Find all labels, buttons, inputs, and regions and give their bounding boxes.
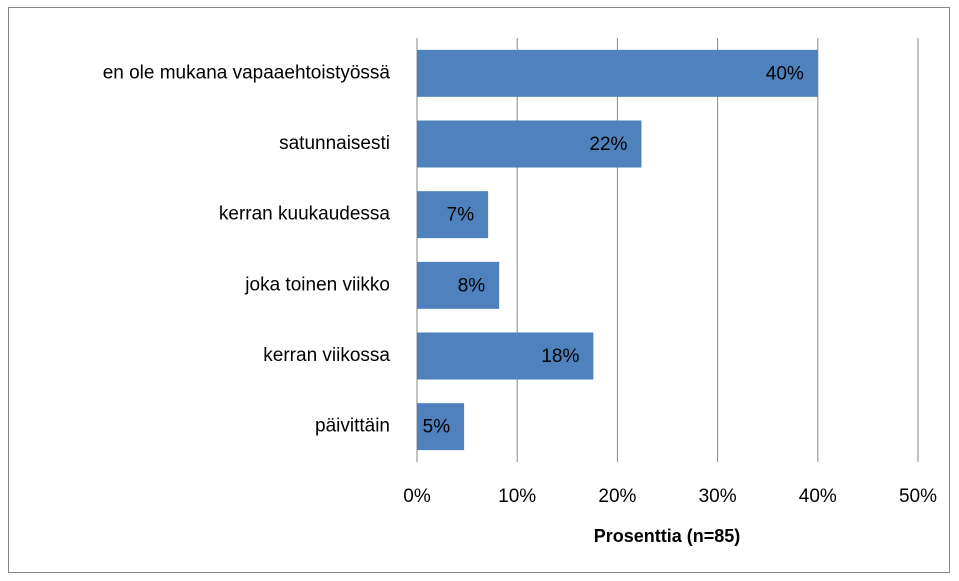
x-axis-title: Prosenttia (n=85) bbox=[594, 526, 741, 546]
data-label: 40% bbox=[766, 63, 804, 84]
bar bbox=[417, 261, 500, 309]
x-tick-label: 10% bbox=[498, 486, 536, 507]
x-tick-label: 0% bbox=[403, 486, 431, 507]
bar bbox=[417, 49, 818, 97]
data-label: 18% bbox=[541, 346, 579, 367]
bar bbox=[417, 120, 642, 168]
y-tick-label: joka toinen viikko bbox=[244, 274, 390, 295]
data-label: 22% bbox=[589, 134, 627, 155]
bar bbox=[417, 403, 465, 451]
x-tick-label: 20% bbox=[598, 486, 636, 507]
data-label: 7% bbox=[447, 205, 475, 226]
y-tick-label: päivittäin bbox=[315, 416, 390, 437]
data-label: 5% bbox=[423, 417, 451, 438]
x-tick-label: 40% bbox=[799, 486, 837, 507]
data-label: 8% bbox=[458, 275, 486, 296]
bar bbox=[417, 191, 489, 239]
y-tick-label: satunnaisesti bbox=[279, 133, 390, 154]
bar bbox=[417, 332, 594, 380]
x-tick-label: 50% bbox=[899, 486, 937, 507]
y-tick-label: en ole mukana vapaaehtoistyössä bbox=[103, 62, 391, 83]
y-tick-label: kerran kuukaudessa bbox=[219, 204, 391, 225]
x-tick-label: 30% bbox=[699, 486, 737, 507]
y-tick-label: kerran viikossa bbox=[263, 345, 390, 366]
